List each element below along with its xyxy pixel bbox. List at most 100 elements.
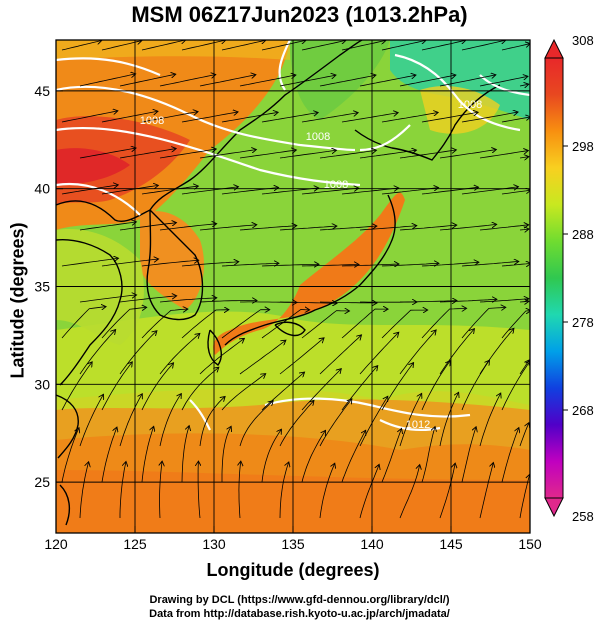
streamline <box>199 301 256 303</box>
colorbar-tick-label: 258 <box>572 509 594 524</box>
isobar-label: 1012 <box>406 419 430 431</box>
y-axis-label: Latitude (degrees) <box>7 222 28 379</box>
colorbar-tick-label: 268 <box>572 403 594 418</box>
isobar-label: 1008 <box>140 115 164 127</box>
streamline <box>279 226 336 231</box>
streamline <box>221 113 277 123</box>
streamline <box>400 301 456 302</box>
streamline <box>421 112 477 123</box>
streamline <box>181 310 228 339</box>
colorbar-tick-label: 308 <box>572 33 594 48</box>
streamline <box>159 298 216 303</box>
streamline <box>501 190 530 195</box>
streamline <box>199 339 244 375</box>
streamline <box>399 394 421 447</box>
colorbar-gradient <box>544 57 564 499</box>
streamline <box>159 224 216 231</box>
x-tick-label: 145 <box>439 536 463 552</box>
streamline <box>519 301 528 302</box>
colorbar-tick-label: 278 <box>572 315 594 330</box>
streamline <box>101 259 158 267</box>
streamline <box>221 427 231 482</box>
streamline <box>461 361 489 411</box>
streamline <box>198 462 200 519</box>
streamline <box>79 295 136 303</box>
streamline <box>141 40 185 51</box>
streamline <box>319 400 351 447</box>
streamline <box>119 462 126 518</box>
streamline <box>141 427 153 483</box>
streamline <box>461 40 505 51</box>
streamline <box>79 395 103 447</box>
streamline <box>199 397 224 447</box>
streamline <box>381 263 438 266</box>
colorbar-tick-label: 288 <box>572 227 594 242</box>
streamline <box>319 75 375 87</box>
streamline <box>119 74 175 87</box>
x-tick-label: 135 <box>281 536 305 552</box>
streamline <box>341 309 387 339</box>
streamline <box>79 148 135 159</box>
streamline <box>119 395 142 447</box>
streamline <box>199 150 255 159</box>
x-tick-label: 150 <box>518 536 542 552</box>
streamline <box>279 75 335 87</box>
isobars <box>56 40 530 431</box>
streamline <box>261 310 309 339</box>
streamline <box>119 296 176 303</box>
streamline <box>439 464 455 519</box>
streamline <box>341 113 397 123</box>
streamline <box>61 185 117 195</box>
coastlines <box>56 40 501 526</box>
streamline <box>381 429 401 483</box>
streamline <box>141 112 197 123</box>
streamline <box>119 223 176 231</box>
streamline <box>221 310 269 339</box>
streamline <box>61 111 117 123</box>
streamline <box>439 393 458 447</box>
colorbar-ticks: 308 298 288 278 268 258 <box>563 33 594 524</box>
streamline <box>501 311 530 339</box>
chart-title: MSM 06Z17Jun2023 (1013.2hPa) <box>131 2 468 27</box>
y-tick-label: 45 <box>34 83 50 99</box>
streamline <box>119 331 156 375</box>
streamline <box>439 299 496 302</box>
streamline <box>479 225 528 231</box>
streamline <box>181 40 225 51</box>
streamline <box>479 299 528 303</box>
streamline <box>79 330 115 375</box>
streamline <box>141 309 187 339</box>
streamline <box>359 226 416 231</box>
streamline <box>399 466 420 519</box>
streamline <box>79 463 88 519</box>
streamline <box>141 364 173 411</box>
streamline <box>359 333 398 375</box>
grid-lines <box>56 40 530 533</box>
streamline <box>381 41 425 51</box>
streamline <box>461 428 476 483</box>
streamline <box>319 150 376 159</box>
streamline <box>61 258 118 267</box>
streamline <box>101 186 157 195</box>
streamline <box>421 40 465 51</box>
drawing-credit: Drawing by DCL (https://www.gfd-dennou.o… <box>149 594 450 606</box>
streamline <box>519 229 528 230</box>
streamline <box>341 188 398 195</box>
streamline <box>261 430 281 483</box>
streamline <box>181 262 238 267</box>
streamline <box>301 188 358 195</box>
streamline <box>319 226 376 231</box>
streamline <box>421 308 466 339</box>
streamline <box>199 225 256 231</box>
colorbar-top-arrow <box>544 38 564 59</box>
streamline <box>301 369 341 411</box>
streamline <box>61 363 92 411</box>
streamline <box>239 226 296 231</box>
streamline <box>519 157 528 158</box>
streamline <box>301 265 358 267</box>
streamline <box>221 263 278 266</box>
streamline <box>501 362 530 411</box>
streamline <box>159 75 215 87</box>
streamline <box>519 84 528 86</box>
x-tick-label: 130 <box>202 536 226 552</box>
